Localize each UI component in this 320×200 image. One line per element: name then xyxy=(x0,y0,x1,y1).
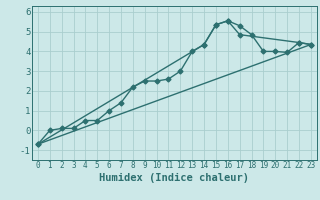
X-axis label: Humidex (Indice chaleur): Humidex (Indice chaleur) xyxy=(100,173,249,183)
